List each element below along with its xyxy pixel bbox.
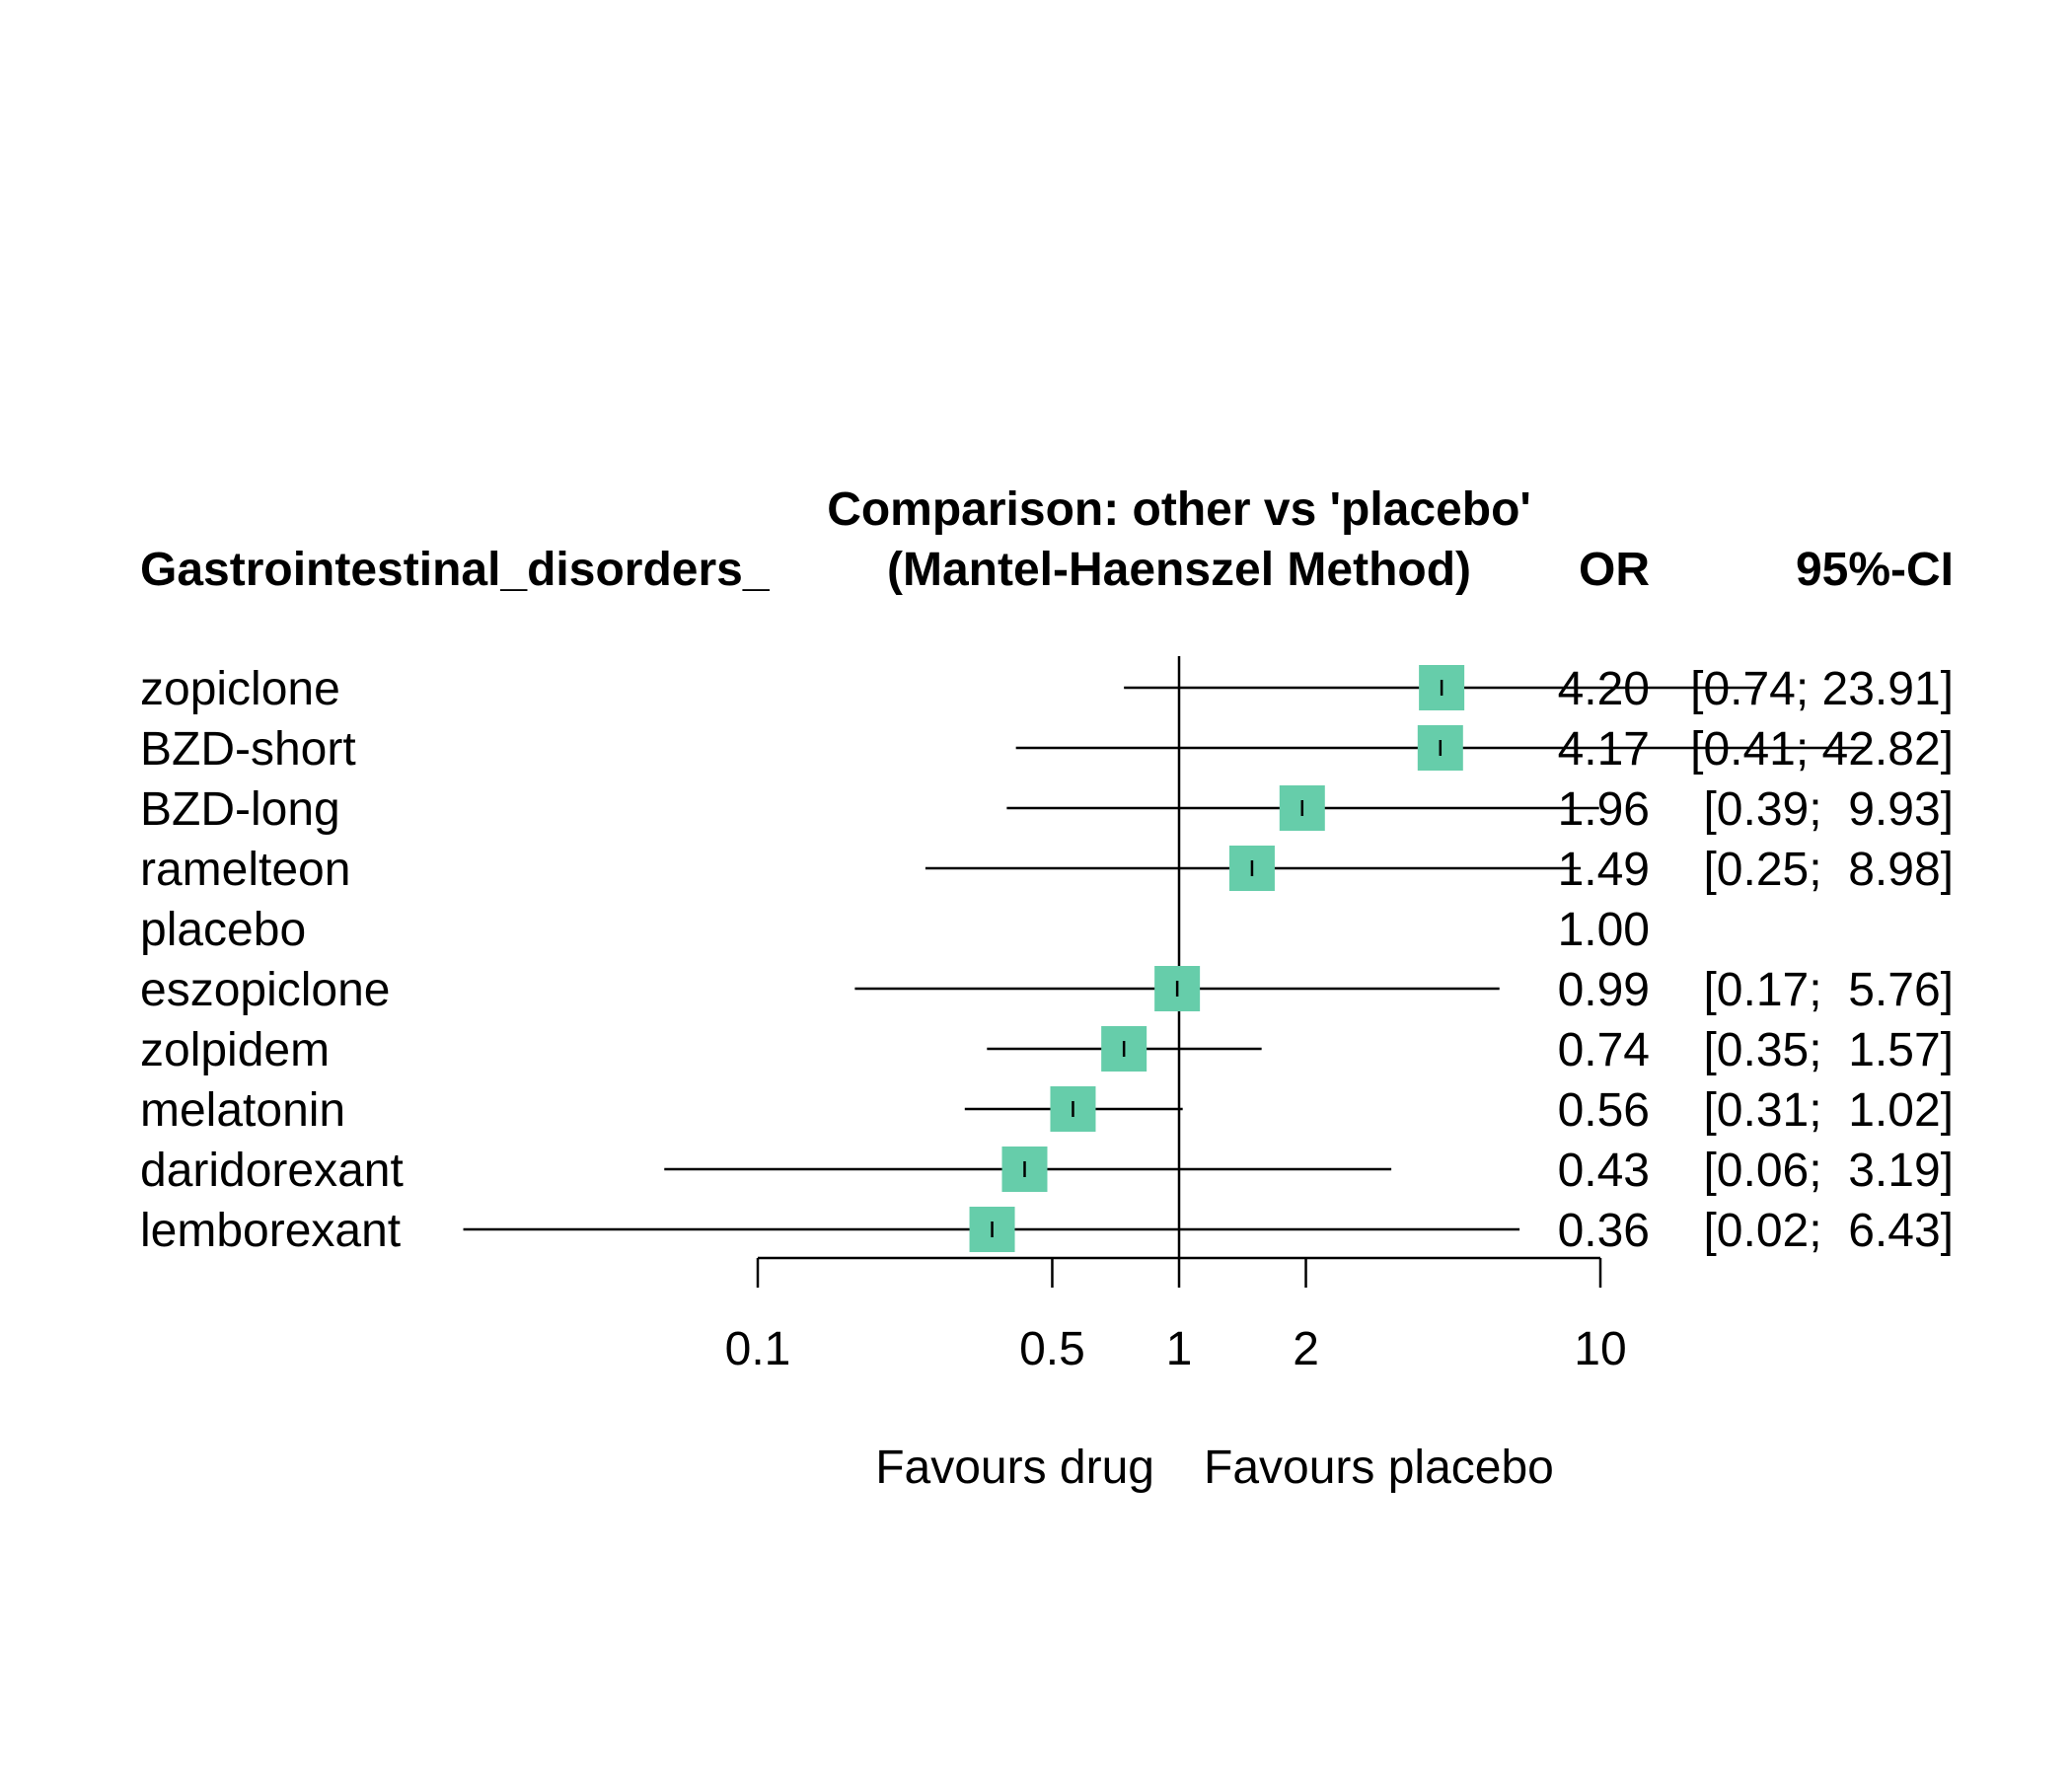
x-tick-label: 10 — [1574, 1323, 1626, 1375]
ci-column-header: 95%-CI — [1796, 544, 1954, 596]
or-column-header: OR — [1579, 544, 1650, 596]
chart-subtitle: (Mantel-Haenszel Method) — [887, 544, 1471, 596]
study-row: daridorexant 0.43 [0.06; 3.19] — [140, 1145, 1954, 1197]
x-tick-label: 0.5 — [1019, 1323, 1085, 1375]
or-value: 0.56 — [1558, 1084, 1650, 1137]
study-row: zopiclone 4.20 [0.74; 23.91] — [140, 663, 1954, 715]
or-value: 1.49 — [1558, 844, 1650, 896]
study-row: BZD-long 1.96 [0.39; 9.93] — [140, 783, 1954, 836]
study-name: zolpidem — [140, 1024, 330, 1076]
or-value: 0.43 — [1558, 1145, 1650, 1197]
favours-placebo-label: Favours placebo — [1204, 1442, 1554, 1494]
x-tick-label: 0.1 — [725, 1323, 791, 1375]
or-value: 1.96 — [1558, 783, 1650, 836]
favours-drug-label: Favours drug — [875, 1442, 1154, 1494]
ci-value: [0.25; 8.98] — [1703, 844, 1954, 896]
or-value: 1.00 — [1558, 904, 1650, 956]
or-value: 4.17 — [1558, 723, 1650, 776]
or-value: 0.74 — [1558, 1024, 1650, 1076]
or-value: 4.20 — [1558, 663, 1650, 715]
study-name: lemborexant — [140, 1205, 401, 1257]
ci-value: [0.35; 1.57] — [1703, 1024, 1954, 1076]
ci-value: [0.02; 6.43] — [1703, 1205, 1954, 1257]
or-value: 0.36 — [1558, 1205, 1650, 1257]
ci-value: [0.17; 5.76] — [1703, 964, 1954, 1016]
x-axis: 0.1 0.5 1 2 10 — [725, 1256, 1627, 1375]
study-row: melatonin 0.56 [0.31; 1.02] — [140, 1084, 1954, 1137]
chart-title: Comparison: other vs 'placebo' — [827, 483, 1531, 536]
study-row: lemborexant 0.36 [0.02; 6.43] — [140, 1205, 1954, 1257]
study-row: BZD-short 4.17 [0.41; 42.82] — [140, 723, 1954, 776]
study-name: BZD-short — [140, 723, 356, 776]
study-row: placebo 1.00 — [140, 904, 1650, 956]
ci-value: [0.74; 23.91] — [1690, 663, 1954, 715]
study-name: eszopiclone — [140, 964, 391, 1016]
study-name: ramelteon — [140, 844, 350, 896]
study-row: eszopiclone 0.99 [0.17; 5.76] — [140, 964, 1954, 1016]
study-name: melatonin — [140, 1084, 345, 1137]
study-name: daridorexant — [140, 1145, 404, 1197]
study-rows: zopiclone 4.20 [0.74; 23.91] BZD-short 4.17 [… — [140, 656, 1954, 1258]
ci-value: [0.06; 3.19] — [1703, 1145, 1954, 1197]
or-value: 0.99 — [1558, 964, 1650, 1016]
ci-value: [0.31; 1.02] — [1703, 1084, 1954, 1137]
outcome-label: Gastrointestinal_disorders_ — [140, 544, 771, 596]
study-name: zopiclone — [140, 663, 340, 715]
study-row: ramelteon 1.49 [0.25; 8.98] — [140, 844, 1954, 896]
study-name: BZD-long — [140, 783, 340, 836]
x-tick-label: 1 — [1166, 1323, 1193, 1375]
ci-value: [0.39; 9.93] — [1703, 783, 1954, 836]
study-row: zolpidem 0.74 [0.35; 1.57] — [140, 1024, 1954, 1076]
x-tick-label: 2 — [1293, 1323, 1319, 1375]
study-name: placebo — [140, 904, 306, 956]
ci-value: [0.41; 42.82] — [1690, 723, 1954, 776]
